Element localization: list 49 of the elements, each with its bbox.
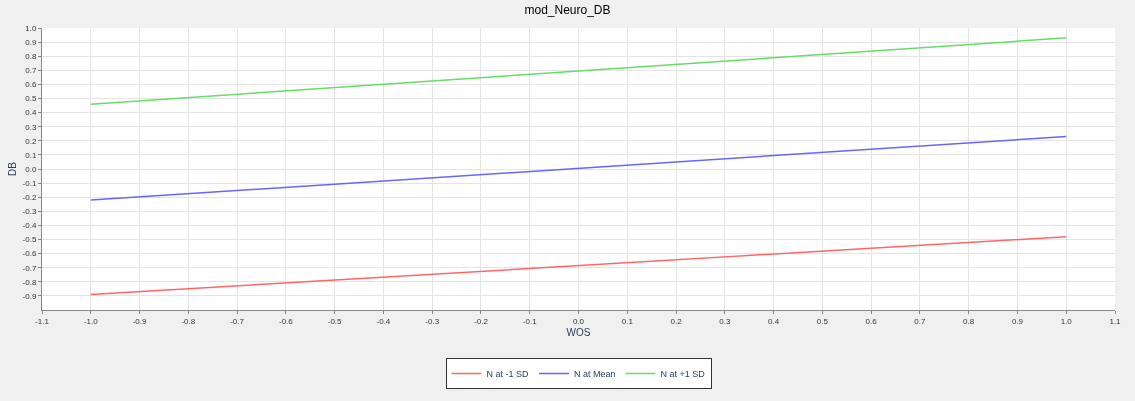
legend-label: N at Mean <box>574 368 616 379</box>
x-tick-label: -0.7 <box>230 316 245 326</box>
x-tick-label: -0.5 <box>327 316 343 326</box>
legend-label: N at +1 SD <box>660 368 706 379</box>
x-tick-label: -0.8 <box>181 316 196 326</box>
x-tick-label: 0.7 <box>914 316 927 326</box>
x-tick-label: 0.2 <box>670 316 683 326</box>
x-tick-label: 0.0 <box>572 316 585 326</box>
y-tick-label: -0.1 <box>22 178 37 188</box>
x-tick-label: 1.0 <box>1060 316 1073 326</box>
chart-title: mod_Neuro_DB <box>524 3 611 18</box>
x-tick-label: 0.4 <box>768 316 780 326</box>
y-tick-label: 0.3 <box>25 122 37 132</box>
y-tick-label: -0.7 <box>22 263 37 273</box>
x-tick-label: -0.1 <box>522 316 538 326</box>
y-tick-label: -0.8 <box>22 277 37 287</box>
x-tick-label: 0.9 <box>1011 316 1024 326</box>
y-tick-label: 0.6 <box>25 80 37 90</box>
x-tick-label: 0.3 <box>719 316 731 326</box>
x-tick-label: -0.2 <box>474 316 489 326</box>
y-tick-label: -0.9 <box>22 291 37 301</box>
y-tick-label: 0.1 <box>25 150 37 160</box>
x-tick-label: -0.4 <box>376 316 391 326</box>
y-tick-label: 1.0 <box>25 23 37 33</box>
x-tick-label: 0.1 <box>621 316 634 326</box>
y-tick-label: -0.6 <box>22 249 37 259</box>
x-tick-label: -0.3 <box>425 316 440 326</box>
y-tick-label: 0.8 <box>25 52 37 61</box>
y-tick-label: -0.4 <box>22 221 37 231</box>
x-tick-label: -1.1 <box>35 316 50 326</box>
x-tick-label: 0.6 <box>865 316 878 326</box>
y-axis-title: DB <box>6 161 18 176</box>
y-tick-label: 0.5 <box>25 94 37 104</box>
x-tick-label: 1.1 <box>1109 316 1122 326</box>
y-tick-label: 0.0 <box>25 164 37 174</box>
x-axis-title: WOS <box>566 327 591 339</box>
x-tick-label: -0.9 <box>132 316 147 326</box>
y-tick-label: 0.4 <box>25 108 37 118</box>
legend-label: N at -1 SD <box>486 368 530 379</box>
y-tick-label: 0.2 <box>25 136 37 146</box>
y-tick-label: 0.9 <box>25 37 37 47</box>
y-tick-label: -0.2 <box>22 193 37 202</box>
x-tick-label: 0.8 <box>963 316 975 326</box>
x-tick-label: -1.0 <box>83 316 99 326</box>
y-tick-label: -0.5 <box>22 235 37 245</box>
y-tick-label: -0.3 <box>22 207 37 217</box>
y-tick-label: 0.7 <box>25 66 37 76</box>
x-tick-label: 0.5 <box>816 316 829 326</box>
x-tick-label: -0.6 <box>278 316 294 326</box>
